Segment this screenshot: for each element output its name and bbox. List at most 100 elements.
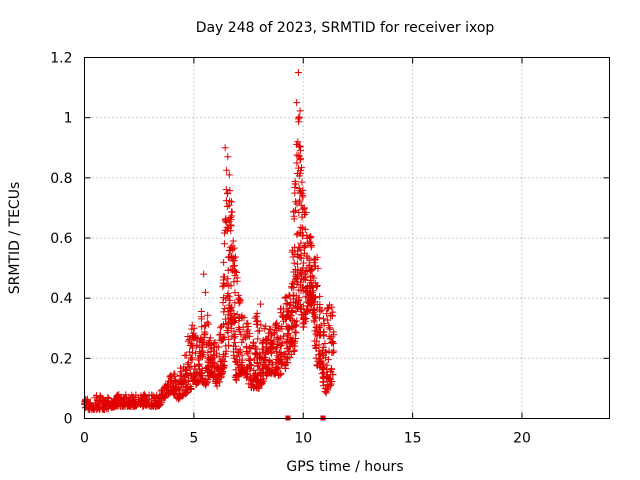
data-point: [196, 348, 204, 356]
data-point: [244, 373, 252, 381]
data-point: [228, 303, 236, 311]
data-point: [328, 349, 336, 357]
data-point: [287, 312, 295, 320]
data-point: [261, 350, 269, 358]
data-point: [226, 197, 234, 205]
data-point: [297, 156, 305, 164]
data-point: [169, 388, 177, 396]
data-point: [303, 268, 311, 276]
data-point: [115, 399, 123, 407]
data-point: [231, 267, 239, 275]
data-point: [257, 321, 265, 329]
data-point: [237, 330, 245, 338]
data-point: [88, 404, 96, 412]
data-point: [252, 383, 260, 391]
chart-title: Day 248 of 2023, SRMTID for receiver ixo…: [196, 20, 495, 36]
data-point: [309, 284, 317, 292]
data-point: [292, 307, 300, 315]
data-point: [297, 239, 305, 247]
data-point: [251, 345, 259, 353]
data-point: [200, 333, 208, 341]
data-point: [98, 405, 106, 413]
data-point: [182, 389, 190, 397]
data-point: [284, 354, 292, 362]
data-point: [257, 300, 265, 308]
data-point: [245, 344, 253, 352]
data-point: [265, 363, 273, 371]
data-point: [238, 356, 246, 364]
data-point: [316, 292, 324, 300]
data-point: [220, 308, 228, 316]
data-point: [105, 394, 113, 402]
data-point: [89, 405, 97, 413]
data-point: [259, 337, 267, 345]
data-point: [187, 385, 195, 393]
data-point: [257, 355, 265, 363]
data-point: [293, 159, 301, 167]
data-point: [202, 321, 210, 329]
data-point: [322, 354, 330, 362]
data-point: [295, 184, 303, 192]
data-point: [292, 180, 300, 188]
data-point: [176, 377, 184, 385]
data-point: [317, 358, 325, 366]
data-point: [225, 341, 233, 349]
data-point: [254, 362, 262, 370]
data-point: [204, 354, 212, 362]
data-point: [260, 358, 268, 366]
data-point: [296, 169, 304, 177]
data-point: [295, 294, 303, 302]
data-point: [290, 259, 298, 267]
data-point: [224, 328, 232, 336]
data-point: [201, 380, 209, 388]
data-point: [192, 333, 200, 341]
data-point: [301, 225, 309, 233]
data-point: [320, 315, 328, 323]
data-point: [311, 327, 319, 335]
data-point: [221, 144, 229, 152]
data-point: [250, 356, 258, 364]
data-point: [137, 396, 145, 404]
x-tick-label: 20: [513, 431, 531, 447]
data-point: [149, 401, 157, 409]
y-tick-label: 1.2: [50, 51, 72, 67]
data-point: [219, 333, 227, 341]
data-point: [278, 357, 286, 365]
data-point: [293, 260, 301, 268]
data-point: [233, 277, 241, 285]
data-point: [193, 342, 201, 350]
data-point: [294, 138, 302, 146]
data-point: [188, 325, 196, 333]
data-point: [121, 395, 129, 403]
data-point: [283, 355, 291, 363]
data-point: [217, 373, 225, 381]
data-point: [313, 253, 321, 261]
data-point: [104, 393, 112, 401]
data-point: [295, 114, 303, 122]
y-tick-label: 0.6: [50, 231, 72, 247]
data-point: [270, 337, 278, 345]
data-point: [215, 353, 223, 361]
data-point: [244, 319, 252, 327]
data-point: [314, 264, 322, 272]
data-point: [327, 312, 335, 320]
data-point: [109, 403, 117, 411]
data-point: [108, 402, 116, 410]
data-point: [187, 340, 195, 348]
data-point: [232, 253, 240, 261]
data-point: [330, 347, 338, 355]
data-point: [298, 164, 306, 172]
data-point: [103, 403, 111, 411]
data-point: [327, 380, 335, 388]
data-point: [199, 347, 207, 355]
data-point: [230, 310, 238, 318]
data-point: [330, 331, 338, 339]
data-point: [203, 363, 211, 371]
data-point: [228, 208, 236, 216]
data-point: [294, 69, 302, 77]
data-point: [293, 317, 301, 325]
data-point: [226, 296, 234, 304]
data-point: [248, 362, 256, 370]
data-point: [227, 222, 235, 230]
